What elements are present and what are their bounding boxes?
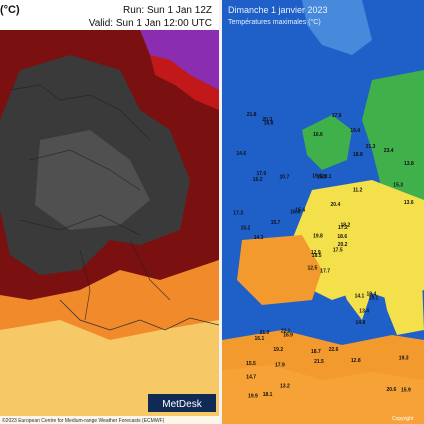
temperature-label: 13.2 <box>280 383 290 389</box>
right-footer: Copyright <box>392 416 414 422</box>
cold-region-red-border <box>150 55 219 110</box>
temperature-label: 17.2 <box>338 225 348 231</box>
temperature-label: 20.7 <box>280 175 290 181</box>
temperature-label: 14.8 <box>356 320 366 326</box>
temperature-label: 19.3 <box>399 356 409 362</box>
temperature-label: 17.6 <box>332 113 342 119</box>
temperature-label: 21.8 <box>247 112 257 118</box>
temperature-label: 12.5 <box>308 266 318 272</box>
temperature-label: 20.4 <box>331 202 341 208</box>
temperature-label: 19.2 <box>273 347 283 353</box>
temperature-label: 20.2 <box>338 242 348 248</box>
temperature-label: 19.4 <box>350 128 360 134</box>
temperature-label: 22.1 <box>281 328 291 334</box>
temperature-label: 17.9 <box>275 362 285 368</box>
temperature-label: 12.9 <box>311 250 321 256</box>
temperature-label: 16.3 <box>317 175 327 181</box>
right-title: Dimanche 1 janvier 2023 <box>228 5 328 15</box>
temperature-label: 15.2 <box>241 226 251 232</box>
temperature-label: 15.5 <box>246 361 256 367</box>
temperature-label: 15.7 <box>271 220 281 226</box>
temperature-label: 16.9 <box>283 333 293 339</box>
temperature-label: 15.9 <box>401 387 411 393</box>
temperature-label: 16.6 <box>313 132 323 138</box>
valid-label: Valid: Sun 1 Jan 12:00 UTC <box>89 18 212 29</box>
left-footer-bg <box>0 416 219 424</box>
temperature-label: 19.6 <box>312 174 322 180</box>
central-europe-land <box>292 180 424 300</box>
temperature-label: 18.7 <box>311 349 321 355</box>
temperature-label: 19.9 <box>248 393 258 399</box>
temperature-label: 18.4 <box>367 292 377 298</box>
panel-divider <box>219 0 222 424</box>
header-unit: (°C) <box>0 4 20 16</box>
temperature-label: 23.4 <box>384 148 394 154</box>
temperature-label: 15.4 <box>295 208 305 214</box>
temperature-label: 17.0 <box>257 171 267 177</box>
temperature-label: 21.0 <box>260 330 270 336</box>
temperature-label: 13.4 <box>359 308 369 314</box>
temperature-label: 20.6 <box>387 387 397 393</box>
temperature-label: 16.2 <box>253 177 263 183</box>
cold-region-purple <box>140 30 219 90</box>
right-map-canvas: Dimanche 1 janvier 2023 Températures max… <box>222 0 424 424</box>
darker-core <box>35 130 150 230</box>
temperature-label: 17.5 <box>333 247 343 253</box>
temperature-label: 17.3 <box>233 210 243 216</box>
uk-land <box>302 115 352 170</box>
meteo-france-maxtemp-map: Dimanche 1 janvier 2023 Températures max… <box>222 0 424 424</box>
italy-land <box>332 255 372 320</box>
iberia-land <box>237 235 322 305</box>
left-header <box>0 0 219 30</box>
temperature-label: 18.6 <box>337 234 347 240</box>
temperature-label: 19.8 <box>313 233 323 239</box>
temperature-label: 14.1 <box>355 294 365 300</box>
temperature-label: 20.3 <box>262 117 272 123</box>
run-label: Run: Sun 1 Jan 12Z <box>123 5 212 16</box>
north-sea-light <box>302 0 372 55</box>
northeast-land <box>362 70 424 210</box>
left-map-canvas: (°C) Run: Sun 1 Jan 12Z Valid: Sun 1 Jan… <box>0 0 219 424</box>
temperature-label: 15.3 <box>393 183 403 189</box>
temperature-label: 20.1 <box>322 174 332 180</box>
temperature-label: 14.6 <box>236 151 246 157</box>
temperature-label: 14.7 <box>246 375 256 381</box>
balkans-land <box>382 280 424 335</box>
right-subtitle: Températures maximales (°C) <box>228 18 321 26</box>
temperature-label: 11.2 <box>353 187 363 193</box>
ecmwf-temperature-map: (°C) Run: Sun 1 Jan 12Z Valid: Sun 1 Jan… <box>0 0 219 424</box>
temperature-label: 16.8 <box>264 121 274 127</box>
temperature-label: 18.1 <box>263 392 273 398</box>
metdesk-logo-text: MetDesk <box>162 399 202 410</box>
temperature-label: 18.5 <box>312 253 322 259</box>
temperature-label: 17.7 <box>320 269 330 275</box>
country-borders <box>9 84 171 321</box>
temperature-label: 18.8 <box>353 152 363 158</box>
temperature-label: 19.1 <box>369 295 379 301</box>
temperature-label: 16.4 <box>290 210 300 216</box>
coastline <box>59 299 219 331</box>
temperature-label: 12.8 <box>351 358 361 364</box>
temperature-label: 21.5 <box>314 359 324 365</box>
temperature-label: 14.3 <box>254 235 264 241</box>
temperature-label: 13.6 <box>404 200 414 206</box>
metdesk-logo-box <box>148 394 216 412</box>
temperature-label: 22.6 <box>329 347 339 353</box>
north-africa-interior <box>222 365 424 424</box>
temperature-label: 21.3 <box>366 144 376 150</box>
temperature-labels-group: 17.7 16.2 18.5 15.5 17.2 16.9 19.4 20.1 18.8 17.5… <box>233 112 414 399</box>
temperature-label: 13.8 <box>404 161 414 167</box>
ecmwf-footer: ©2023 European Centre for Medium-range W… <box>2 417 165 424</box>
temperature-label: 18.2 <box>341 223 351 229</box>
temperature-label: 16.1 <box>255 336 265 342</box>
